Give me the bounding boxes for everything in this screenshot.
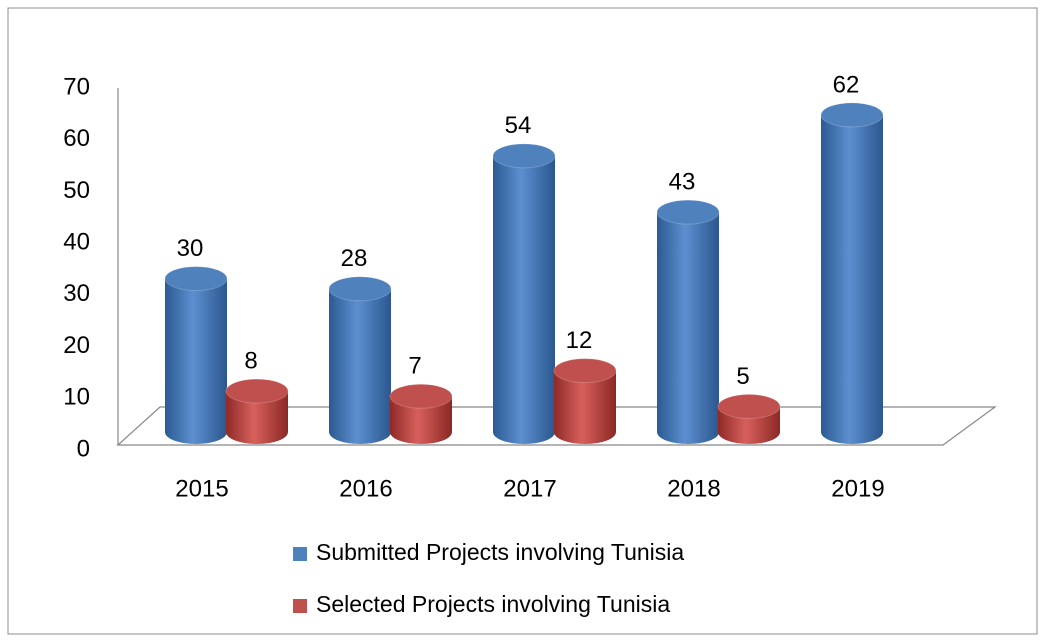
bar-top [820, 102, 884, 128]
y-tick-label: 50 [63, 177, 90, 204]
data-label: 43 [669, 168, 696, 195]
x-tick-label: 2015 [175, 475, 228, 502]
data-label: 5 [736, 363, 749, 390]
bar [492, 143, 556, 445]
bar [656, 199, 720, 444]
bar [389, 383, 453, 444]
bar-body [554, 370, 616, 444]
bar-top [717, 393, 781, 419]
bar-top [225, 378, 289, 404]
y-tick-label: 70 [63, 73, 90, 100]
bar [164, 266, 228, 444]
y-tick-label: 60 [63, 125, 90, 152]
bar-body [329, 288, 391, 444]
bar-top [389, 383, 453, 409]
chart-border [7, 7, 1038, 635]
y-tick-label: 20 [63, 332, 90, 359]
data-label: 28 [341, 245, 368, 272]
bar [553, 358, 617, 444]
y-tick-label: 30 [63, 280, 90, 307]
bar-body [493, 155, 555, 445]
x-tick-label: 2019 [831, 475, 884, 502]
legend-label: Submitted Projects involving Tunisia [316, 539, 684, 565]
y-tick-label: 40 [63, 228, 90, 255]
data-label: 8 [244, 347, 257, 374]
data-label: 12 [566, 327, 593, 354]
data-label: 30 [177, 235, 204, 262]
bar-body [390, 396, 452, 444]
floor [116, 406, 997, 446]
data-label: 54 [505, 112, 532, 139]
x-tick-label: 2017 [503, 475, 556, 502]
bar-top [656, 199, 720, 225]
legend-swatch [293, 599, 307, 613]
bar [820, 102, 884, 445]
bar [225, 378, 289, 444]
bar-top [328, 276, 392, 302]
bar-top [164, 266, 228, 292]
legend-swatch [293, 547, 307, 561]
data-label: 7 [408, 353, 421, 380]
bar-body [226, 391, 288, 444]
bar-body [165, 278, 227, 444]
x-tick-label: 2016 [339, 475, 392, 502]
data-label: 62 [833, 71, 860, 98]
bar [328, 276, 392, 444]
y-tick-label: 0 [77, 435, 90, 462]
bar [717, 393, 781, 444]
bar-body [657, 212, 719, 444]
bar-body [821, 114, 883, 445]
y-tick-label: 10 [63, 384, 90, 411]
bar-top [553, 358, 617, 384]
x-tick-label: 2018 [667, 475, 720, 502]
legend-label: Selected Projects involving Tunisia [316, 591, 670, 617]
bar-top [492, 143, 556, 169]
